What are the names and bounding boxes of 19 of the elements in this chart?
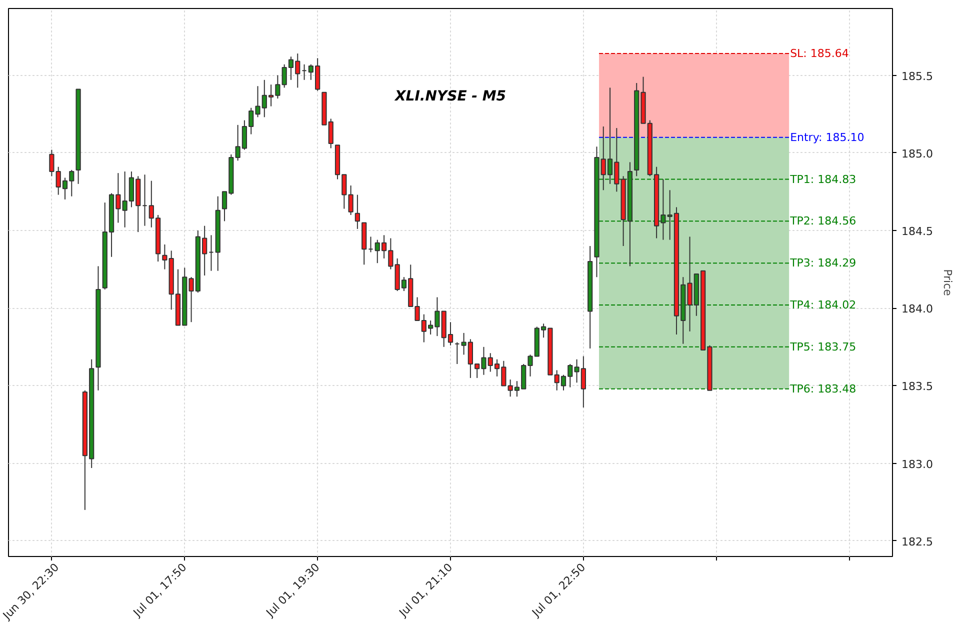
y-tick-label: 185.0 <box>902 147 933 160</box>
ref-line-label: TP3: 184.29 <box>789 256 856 270</box>
y-tick-label: 184.5 <box>902 224 933 238</box>
y-tick-label: 184.0 <box>902 302 933 316</box>
ref-line-label: SL: 185.64 <box>790 47 849 60</box>
ref-line-label: TP1: 184.83 <box>789 172 856 186</box>
y-tick-label: 183.5 <box>902 380 933 394</box>
candlestick <box>348 184 354 216</box>
y-tick-label: 183.0 <box>902 458 933 471</box>
y-tick-label: 185.5 <box>902 70 933 83</box>
ref-line-label: TP6: 183.48 <box>789 382 856 396</box>
text: XLI.NYSE - M5 <box>394 88 506 105</box>
ref-line-label: TP2: 184.56 <box>789 214 856 228</box>
y-tick-label: 182.5 <box>902 535 933 548</box>
candlestick <box>354 194 360 230</box>
ref-line-label: Entry: 185.10 <box>790 130 864 144</box>
ref-line-label: TP4: 184.02 <box>789 298 856 312</box>
y-axis-title: Price <box>940 269 954 296</box>
ref-line-label: TP5: 183.75 <box>789 340 856 354</box>
